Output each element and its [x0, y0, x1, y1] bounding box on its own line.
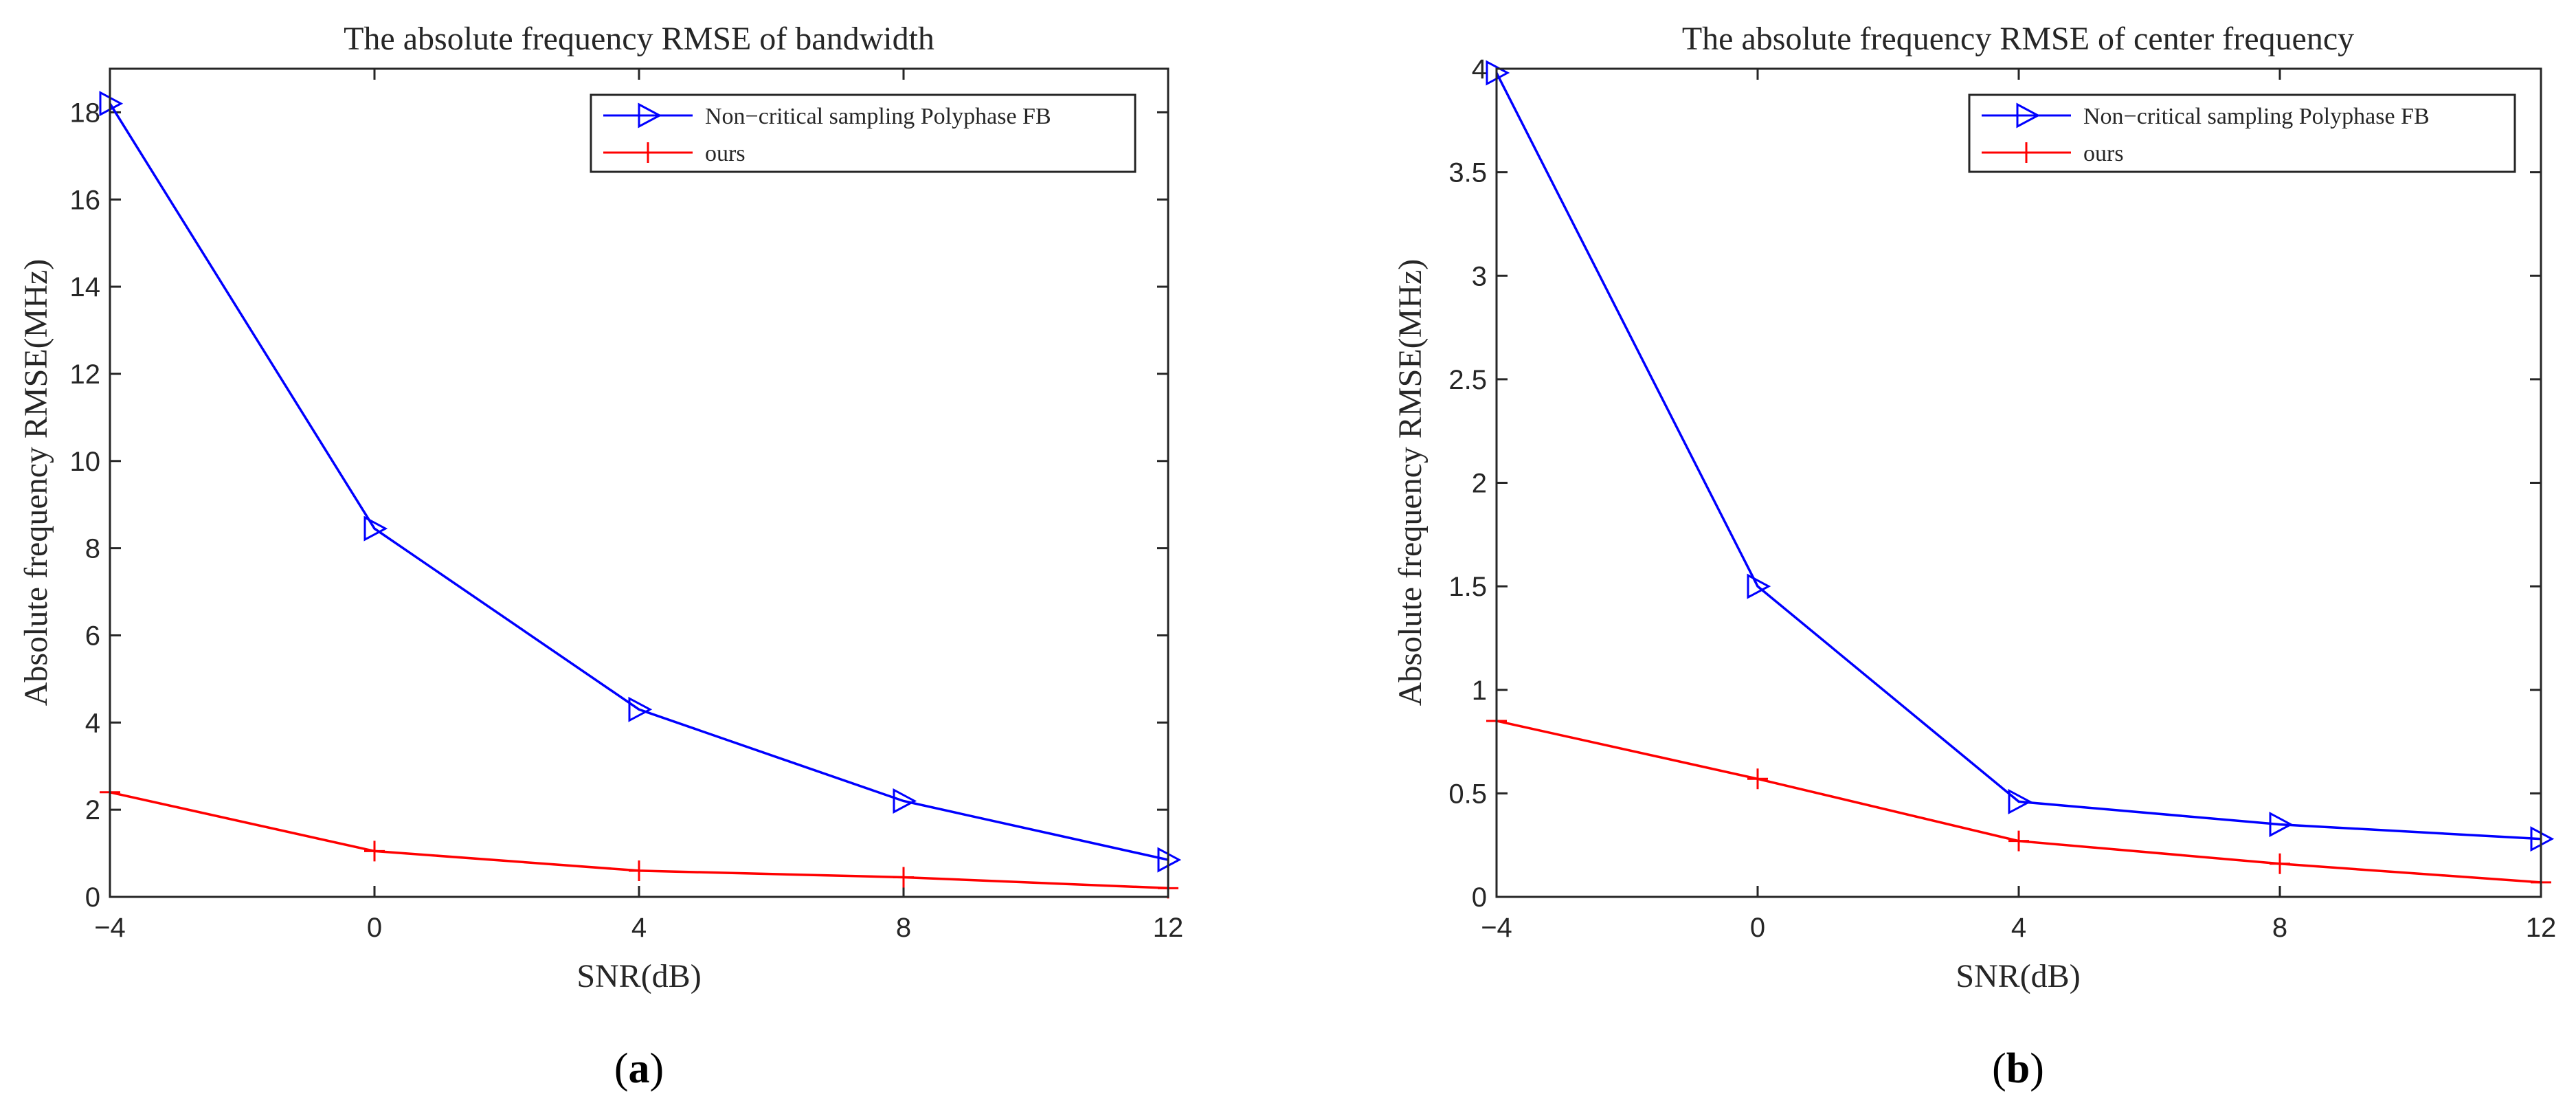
chart-b-xtick-label: 4	[2011, 913, 2026, 943]
chart-b-ytick-label: 1	[1472, 676, 1487, 706]
chart-a-point-marker	[364, 841, 385, 862]
chart-b-ytick-label: 1.5	[1448, 572, 1487, 602]
chart-b-xtick-label: −4	[1481, 913, 1512, 943]
chart-a-legend: Non−critical sampling Polyphase FB ours	[590, 93, 1136, 173]
chart-a-xtick-label: 12	[1153, 913, 1184, 943]
chart-a-ytick-label: 0	[85, 882, 100, 913]
caption-b-letter: b	[2006, 1045, 2030, 1092]
chart-b-legend-label-1: ours	[2083, 141, 2124, 166]
chart-a-xlabel: SNR(dB)	[576, 958, 701, 994]
caption-a-open: (	[614, 1045, 629, 1092]
caption-a-letter: a	[629, 1045, 650, 1092]
chart-a-ytick-label: 10	[70, 447, 101, 477]
chart-b-series-line-0	[1495, 72, 2542, 841]
chart-b-ytick-label: 2.5	[1448, 365, 1487, 395]
chart-b-legend-box	[1968, 93, 2516, 173]
chart-b-ylabel: Absolute frequency RMSE(MHz)	[1392, 259, 1429, 707]
chart-b-title: The absolute frequency RMSE of center fr…	[1682, 21, 2354, 57]
chart-a-ytick-label: 2	[85, 795, 100, 825]
chart-b-ytick-label: 3	[1472, 261, 1487, 291]
chart-a-legend-marker-0	[638, 102, 662, 129]
caption-b: (b)	[1992, 1045, 2044, 1092]
chart-a-ytick-label: 14	[70, 272, 101, 302]
chart-a-legend-box	[590, 93, 1136, 173]
chart-b-legend-marker-1	[2016, 142, 2037, 163]
chart-b-point-marker	[1747, 768, 1768, 790]
chart-a-ytick-label: 8	[85, 534, 100, 564]
chart-a-legend-marker-1	[638, 142, 658, 163]
chart-a-point-marker	[893, 867, 914, 888]
chart-a-point-marker	[893, 788, 917, 814]
chart-b-point-marker	[2269, 812, 2294, 838]
chart-a-series-line-0	[109, 102, 1169, 861]
chart-b-xtick-label: 0	[1750, 913, 1765, 943]
caption-b-close: )	[2030, 1045, 2044, 1092]
chart-b-point-marker	[2008, 830, 2029, 852]
chart-b-legend-marker-0	[2016, 102, 2041, 129]
chart-b-legend: Non−critical sampling Polyphase FB ours	[1968, 93, 2516, 173]
chart-a-point-marker	[628, 696, 653, 722]
chart-a-ytick-label: 16	[70, 185, 101, 215]
caption-a-close: )	[650, 1045, 664, 1092]
chart-a-plot-frame	[109, 67, 1169, 898]
chart-a-ytick-label: 18	[70, 98, 101, 128]
chart-a-legend-label-0: Non−critical sampling Polyphase FB	[705, 104, 1051, 129]
chart-b-ytick-label: 0	[1472, 882, 1487, 913]
chart-a-ytick-label: 6	[85, 621, 100, 651]
chart-b-xtick-label: 8	[2272, 913, 2287, 943]
chart-bandwidth-rmse: The absolute frequency RMSE of bandwidth…	[18, 21, 1183, 1092]
chart-b-series	[1486, 60, 2555, 893]
chart-b-point-marker	[2270, 853, 2290, 874]
chart-b-xtick-label: 12	[2526, 913, 2557, 943]
chart-a-legend-label-1: ours	[705, 141, 746, 166]
caption-b-open: (	[1992, 1045, 2006, 1092]
chart-a-ytick-label: 4	[85, 708, 100, 738]
chart-b-plot-frame	[1495, 67, 2542, 898]
chart-a-ytick-label: 12	[70, 359, 101, 390]
chart-a-xtick-label: −4	[94, 913, 126, 943]
chart-center-frequency-rmse: The absolute frequency RMSE of center fr…	[1392, 21, 2556, 1092]
chart-a-ylabel: Absolute frequency RMSE(MHz)	[18, 259, 54, 707]
chart-a-xtick-label: 4	[631, 913, 647, 943]
chart-a-xtick-label: 8	[896, 913, 911, 943]
chart-b-ytick-label: 4	[1472, 54, 1487, 85]
chart-b-point-marker	[2008, 788, 2032, 814]
chart-b-xlabel: SNR(dB)	[1956, 958, 2080, 994]
chart-a-title: The absolute frequency RMSE of bandwidth	[344, 21, 934, 57]
chart-b-ytick-label: 0.5	[1448, 779, 1487, 809]
chart-a-xtick-label: 0	[367, 913, 382, 943]
chart-a-point-marker	[629, 860, 649, 881]
chart-b-legend-label-0: Non−critical sampling Polyphase FB	[2083, 104, 2430, 129]
chart-a-series	[99, 91, 1182, 899]
caption-a: (a)	[614, 1045, 664, 1092]
chart-b-point-marker	[1747, 573, 1771, 599]
chart-b-ytick-label: 3.5	[1448, 158, 1487, 188]
chart-a-point-marker	[363, 515, 388, 542]
chart-b-ytick-label: 2	[1472, 469, 1487, 499]
